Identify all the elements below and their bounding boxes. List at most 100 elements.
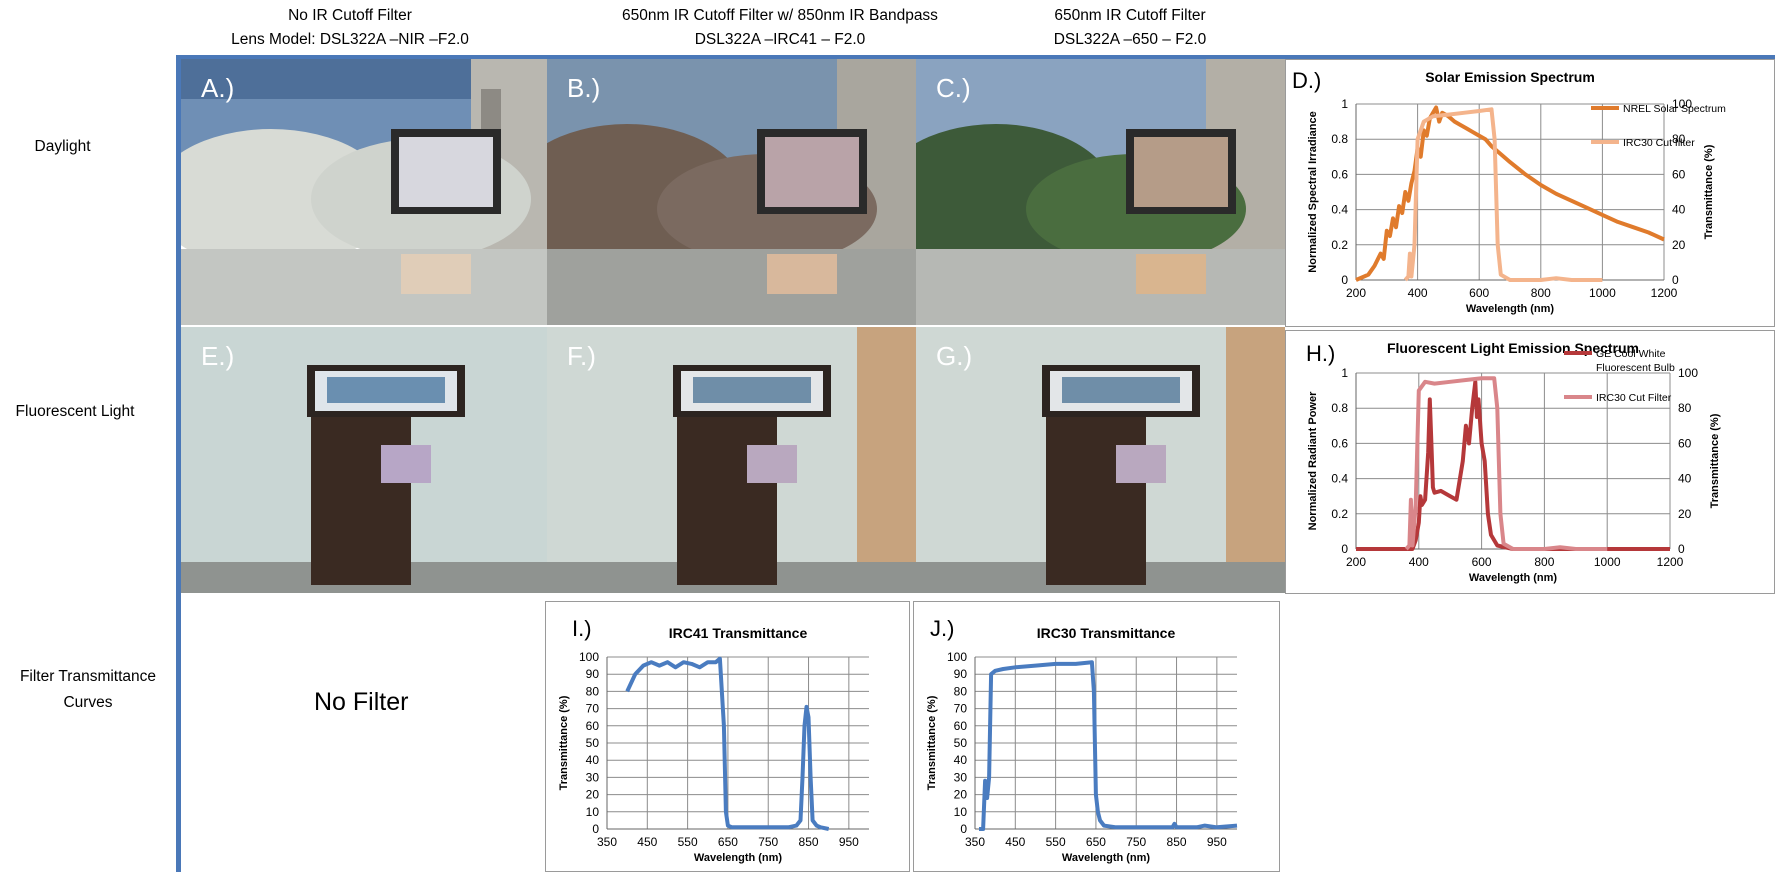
x-tick-label: 1000 bbox=[1589, 286, 1616, 300]
y-axis-label: Transmittance (%) bbox=[558, 695, 570, 790]
series-line-2 bbox=[1404, 376, 1608, 551]
y-axis-label: Normalized Radiant Power bbox=[1307, 391, 1319, 530]
y2-tick-label: 80 bbox=[1678, 401, 1692, 415]
x-tick-label: 750 bbox=[758, 835, 778, 849]
y-tick-label: 40 bbox=[586, 753, 600, 767]
x-tick-label: 600 bbox=[1472, 555, 1492, 569]
panel-label-g: G.) bbox=[936, 341, 973, 371]
y-tick-label: 1 bbox=[1341, 366, 1348, 380]
chart-j-svg: J.) IRC30 Transmittance 0 10 20 30 40 50 60 70 80 9… bbox=[926, 616, 1238, 864]
y-tick-label: 30 bbox=[586, 770, 600, 784]
y-tick-label: 0 bbox=[592, 822, 599, 836]
column-header-c-lens: DSL322A –650 – F2.0 bbox=[1053, 31, 1207, 48]
row-label-filter-curves: Filter Transmittance Curves bbox=[0, 664, 176, 716]
y2-tick-label: 40 bbox=[1678, 472, 1692, 486]
row-label-filter-line1: Filter Transmittance bbox=[19, 668, 157, 685]
y2-tick-label: 60 bbox=[1672, 167, 1686, 181]
y2-tick-label: 80 bbox=[1672, 132, 1686, 146]
x-tick-label: 850 bbox=[1167, 835, 1187, 849]
outdoor-scene-image bbox=[916, 59, 1285, 325]
series-line-1 bbox=[1356, 379, 1670, 551]
y2-tick-label: 60 bbox=[1678, 436, 1692, 450]
column-header-a-lens: Lens Model: DSL322A –NIR –F2.0 bbox=[231, 31, 469, 48]
x-tick-label: 850 bbox=[799, 835, 819, 849]
y-tick-label: 0.6 bbox=[1331, 167, 1348, 181]
indoor-scene-image bbox=[916, 327, 1285, 593]
x-tick-label: 950 bbox=[839, 835, 859, 849]
row-label-fluorescent: Fluorescent Light bbox=[15, 403, 135, 420]
y-tick-label: 0 bbox=[1341, 273, 1348, 287]
photo-c-daylight-650: C.) bbox=[916, 59, 1285, 325]
y-tick-label: 60 bbox=[586, 719, 600, 733]
series-line-1 bbox=[625, 656, 830, 831]
x-tick-label: 800 bbox=[1534, 555, 1554, 569]
x-tick-label: 600 bbox=[1469, 286, 1489, 300]
x-tick-label: 1000 bbox=[1594, 555, 1621, 569]
chart-i-svg: I.) IRC41 Transmittance 0 10 20 30 40 50 60 70 80 9… bbox=[558, 616, 869, 864]
y-tick-label: 0.8 bbox=[1331, 401, 1348, 415]
y-tick-label: 50 bbox=[954, 736, 968, 750]
y2-tick-label: 20 bbox=[1672, 238, 1686, 252]
legend-label-1: GE Cool White Fluorescent Bulb bbox=[1596, 348, 1675, 374]
x-tick-label: 1200 bbox=[1651, 286, 1678, 300]
y2-tick-label: 0 bbox=[1672, 273, 1679, 287]
row-label-daylight: Daylight bbox=[34, 138, 91, 155]
y2-tick-label: 100 bbox=[1678, 366, 1698, 380]
y2-tick-label: 100 bbox=[1672, 97, 1692, 111]
panel-label-b: B.) bbox=[567, 73, 601, 103]
x-tick-label: 450 bbox=[1005, 835, 1025, 849]
y-tick-label: 0.4 bbox=[1331, 472, 1348, 486]
y-tick-label: 1 bbox=[1341, 97, 1348, 111]
x-tick-label: 800 bbox=[1531, 286, 1551, 300]
y2-axis-label: Transmittance (%) bbox=[1703, 144, 1715, 239]
row-label-filter-line2: Curves bbox=[63, 694, 113, 711]
panel-label-f: F.) bbox=[567, 341, 596, 371]
figure-frame-top bbox=[176, 55, 1775, 59]
y-tick-label: 0.4 bbox=[1331, 203, 1348, 217]
y2-axis-label: Transmittance (%) bbox=[1709, 413, 1721, 508]
y-tick-label: 60 bbox=[954, 719, 968, 733]
y-tick-label: 0.2 bbox=[1331, 507, 1348, 521]
panel-label-a: A.) bbox=[201, 73, 235, 103]
series-line-1 bbox=[1355, 105, 1665, 282]
x-tick-label: 650 bbox=[1086, 835, 1106, 849]
chart-title: IRC30 Transmittance bbox=[1037, 625, 1176, 641]
outdoor-scene-image bbox=[181, 59, 547, 325]
column-header-b-title: 650nm IR Cutoff Filter w/ 850nm IR Bandp… bbox=[622, 7, 938, 24]
x-tick-label: 950 bbox=[1207, 835, 1227, 849]
x-tick-label: 400 bbox=[1409, 555, 1429, 569]
y-tick-label: 30 bbox=[954, 770, 968, 784]
legend-label-1: NREL Solar Spectrum bbox=[1623, 103, 1726, 115]
photo-e-fluorescent-no-filter: E.) bbox=[181, 327, 547, 593]
x-axis-label: Wavelength (nm) bbox=[1062, 852, 1151, 864]
y-tick-label: 0.8 bbox=[1331, 132, 1348, 146]
x-tick-label: 1200 bbox=[1657, 555, 1684, 569]
x-tick-label: 450 bbox=[637, 835, 657, 849]
column-header-c: 650nm IR Cutoff Filter DSL322A –650 – F2… bbox=[980, 4, 1280, 52]
x-tick-label: 650 bbox=[718, 835, 738, 849]
y-tick-label: 80 bbox=[586, 684, 600, 698]
y-axis-label: Normalized Spectral Irradiance bbox=[1307, 111, 1319, 272]
y2-tick-label: 0 bbox=[1678, 542, 1685, 556]
y-tick-label: 0.2 bbox=[1331, 238, 1348, 252]
indoor-scene-image bbox=[547, 327, 916, 593]
x-tick-label: 200 bbox=[1346, 555, 1366, 569]
panel-label-h: H.) bbox=[1306, 341, 1335, 366]
figure-frame-left bbox=[176, 55, 181, 872]
photo-g-fluorescent-650: G.) bbox=[916, 327, 1285, 593]
y-tick-label: 70 bbox=[954, 702, 968, 716]
y-tick-label: 80 bbox=[954, 684, 968, 698]
x-axis-label: Wavelength (nm) bbox=[1466, 303, 1555, 315]
y-tick-label: 70 bbox=[586, 702, 600, 716]
y-tick-label: 10 bbox=[954, 805, 968, 819]
y-tick-label: 100 bbox=[579, 650, 599, 664]
y-tick-label: 20 bbox=[954, 788, 968, 802]
legend-label-2: IRC30 Cut filter bbox=[1623, 137, 1695, 149]
series-line-1 bbox=[979, 660, 1238, 831]
y-tick-label: 0.6 bbox=[1331, 436, 1348, 450]
x-tick-label: 550 bbox=[1046, 835, 1066, 849]
x-tick-label: 400 bbox=[1408, 286, 1428, 300]
chart-d-solar-spectrum: D.) Solar Emission Spectrum 0 0.2 0.4 0.6 0.8 1… bbox=[1285, 59, 1775, 327]
x-axis-label: Wavelength (nm) bbox=[694, 852, 783, 864]
y-tick-label: 90 bbox=[586, 667, 600, 681]
